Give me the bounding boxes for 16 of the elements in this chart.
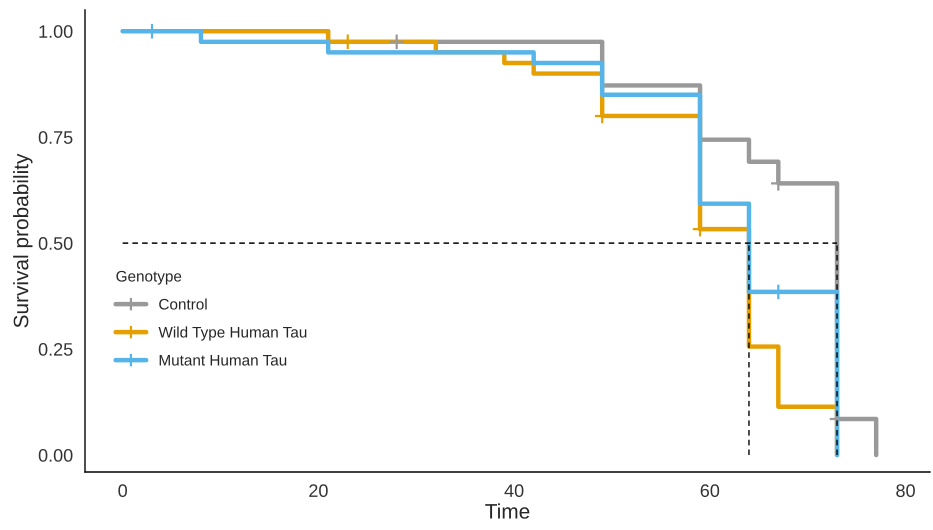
y-tick-label: 0.00 — [38, 448, 72, 462]
x-tick-label: 80 — [896, 484, 915, 498]
x-tick-label: 0 — [118, 484, 127, 498]
legend-label: Control — [159, 298, 207, 310]
y-tick-label: 0.50 — [38, 237, 72, 250]
y-tick-label: 0.75 — [38, 131, 72, 144]
y-tick-label: 1.00 — [39, 25, 72, 38]
x-tick-label: 20 — [309, 484, 328, 498]
legend-label: Mutant Human Tau — [160, 354, 286, 366]
x-axis-title: Time — [485, 503, 530, 519]
legend-label: Wild Type Human Tau — [158, 326, 306, 341]
y-tick-label: 0.25 — [38, 343, 72, 356]
legend-title: Genotype — [116, 270, 182, 285]
y-axis-title: Survival probability — [13, 154, 32, 328]
x-tick-label: 40 — [504, 484, 524, 498]
x-tick-label: 60 — [700, 484, 720, 498]
